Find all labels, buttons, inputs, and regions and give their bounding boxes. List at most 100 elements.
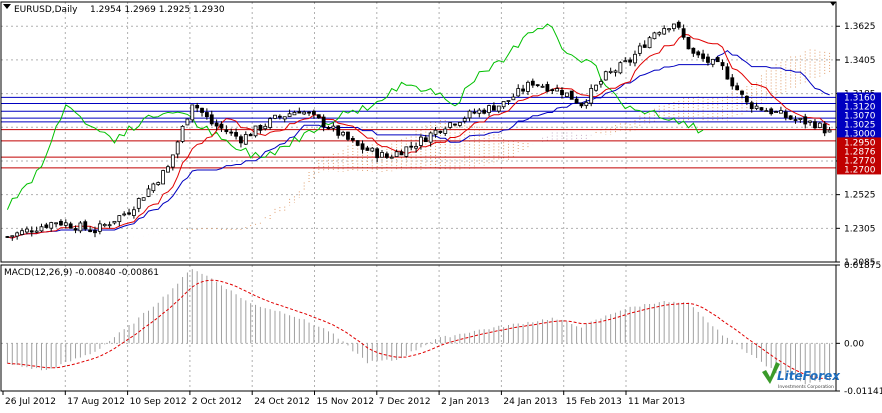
candle-body	[652, 32, 657, 40]
candle-body	[166, 166, 170, 173]
candle-body	[204, 112, 209, 118]
y-tick-label: 1.3405	[844, 56, 876, 66]
candle-body	[623, 60, 628, 63]
candle-body	[569, 90, 574, 100]
candle-body	[316, 114, 321, 119]
price-tag: 1.3160	[837, 92, 881, 103]
candle-body	[759, 107, 764, 111]
candle-body	[394, 151, 399, 157]
candle-body	[10, 235, 15, 238]
price-tag: 1.3070	[837, 110, 881, 121]
macd-y-tick-label: -0.01141	[844, 387, 882, 397]
candle-body	[234, 132, 238, 137]
candle-body	[730, 77, 735, 87]
candle-body	[783, 111, 788, 118]
candle-body	[749, 102, 754, 109]
y-tick-label: 1.3625	[844, 22, 876, 32]
candle-body	[29, 230, 34, 233]
candle-body	[579, 102, 584, 107]
candle-body	[360, 143, 365, 150]
price-tag-label: 1.3160	[844, 93, 876, 103]
candle-body	[307, 111, 311, 114]
candle-body	[346, 131, 350, 140]
candle-body	[370, 147, 375, 152]
candle-body	[185, 118, 190, 126]
candle-body	[161, 170, 166, 185]
x-tick-label: 2 Jan 2013	[441, 397, 489, 407]
candle-body	[827, 129, 832, 133]
macd-panel-frame	[0, 264, 837, 392]
price-tag: 1.2700	[837, 164, 881, 175]
candle-body	[574, 98, 579, 104]
candle-body	[180, 125, 185, 142]
candle-body	[200, 107, 204, 113]
candle-body	[779, 110, 783, 114]
candle-body	[54, 222, 58, 225]
candle-body	[564, 92, 569, 97]
candle-body	[467, 110, 472, 119]
price-tag-box	[837, 110, 881, 121]
price-tag-box	[837, 128, 881, 139]
price-tag-box	[837, 119, 881, 130]
price-tag-box	[837, 146, 881, 157]
x-tick-label: 24 Jan 2013	[503, 397, 557, 407]
candle-body	[170, 154, 175, 168]
chikou-line	[6, 23, 704, 210]
candle-body	[540, 85, 545, 88]
candle-body	[214, 122, 219, 127]
candle-body	[613, 70, 618, 73]
candle-body	[691, 47, 696, 54]
candle-body	[667, 28, 671, 31]
candle-body	[44, 224, 49, 228]
candle-body	[258, 125, 263, 131]
candle-body	[696, 51, 701, 56]
y-tick-label: 1.2085	[844, 258, 876, 268]
candle-body	[419, 136, 423, 146]
candle-body	[224, 129, 229, 133]
candle-body	[671, 23, 676, 30]
x-tick-label: 15 Feb 2013	[566, 397, 622, 407]
macd-panel	[6, 269, 831, 385]
candle-body	[24, 228, 29, 233]
price-tag: 1.2876	[837, 146, 881, 157]
candle-body	[414, 146, 418, 149]
candle-body	[817, 122, 822, 128]
price-tag-label: 1.3025	[844, 120, 876, 130]
candle-body	[530, 80, 535, 86]
candle-body	[268, 118, 273, 128]
candle-body	[380, 152, 384, 158]
grid	[1, 2, 836, 391]
candle-body	[526, 81, 530, 92]
candle-body	[243, 134, 248, 145]
candle-body	[681, 28, 686, 38]
candle-body	[735, 85, 740, 91]
candle-body	[219, 123, 224, 129]
x-tick-label: 17 Aug 2012	[67, 397, 125, 407]
candle-body	[686, 36, 691, 50]
x-tick-label: 7 Dec 2012	[379, 397, 431, 407]
candle-body	[501, 101, 506, 108]
candle-body	[350, 138, 355, 141]
candle-body	[511, 96, 516, 101]
candle-body	[146, 188, 151, 197]
candle-body	[68, 223, 73, 229]
candle-body	[156, 182, 161, 185]
candle-body	[448, 122, 453, 128]
candle-body	[175, 141, 180, 155]
candle-body	[102, 224, 107, 227]
candle-body	[49, 222, 54, 229]
candle-body	[365, 147, 370, 151]
dropdown-triangle-icon[interactable]	[3, 4, 11, 9]
x-tick-label: 10 Sep 2012	[130, 397, 187, 407]
candle-body	[263, 125, 268, 130]
candle-body	[384, 153, 389, 158]
candle-body	[355, 140, 360, 146]
candle-body	[97, 223, 102, 232]
candle-body	[277, 115, 282, 118]
candle-body	[248, 133, 253, 137]
candle-body	[127, 212, 131, 215]
candle-body	[516, 88, 521, 97]
x-tick-label: 15 Nov 2012	[317, 397, 375, 407]
